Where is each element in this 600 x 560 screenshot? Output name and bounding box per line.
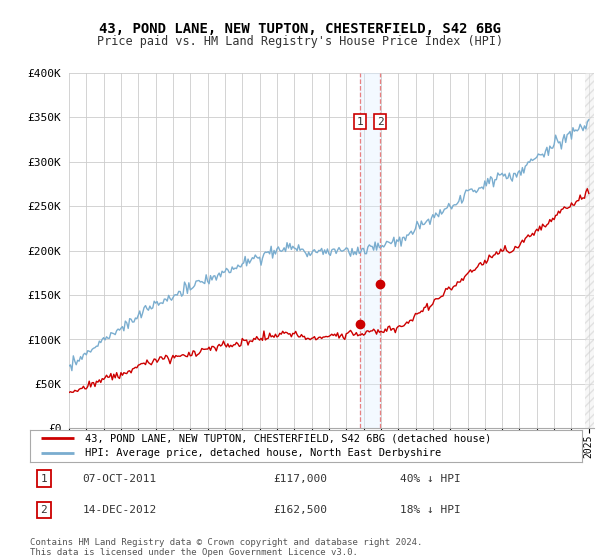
Text: 14-DEC-2012: 14-DEC-2012 [82, 505, 157, 515]
Text: 07-OCT-2011: 07-OCT-2011 [82, 474, 157, 484]
Text: 43, POND LANE, NEW TUPTON, CHESTERFIELD, S42 6BG (detached house): 43, POND LANE, NEW TUPTON, CHESTERFIELD,… [85, 433, 491, 444]
Text: £162,500: £162,500 [273, 505, 327, 515]
Text: Contains HM Land Registry data © Crown copyright and database right 2024.
This d: Contains HM Land Registry data © Crown c… [30, 538, 422, 557]
Text: 1: 1 [40, 474, 47, 484]
Text: 2: 2 [377, 116, 383, 127]
Text: 2: 2 [40, 505, 47, 515]
Text: 40% ↓ HPI: 40% ↓ HPI [400, 474, 461, 484]
Bar [360, 73, 380, 428]
Text: Price paid vs. HM Land Registry's House Price Index (HPI): Price paid vs. HM Land Registry's House … [97, 35, 503, 48]
Text: 43, POND LANE, NEW TUPTON, CHESTERFIELD, S42 6BG: 43, POND LANE, NEW TUPTON, CHESTERFIELD,… [99, 22, 501, 36]
Text: £117,000: £117,000 [273, 474, 327, 484]
Text: 1: 1 [356, 116, 363, 127]
Text: HPI: Average price, detached house, North East Derbyshire: HPI: Average price, detached house, Nort… [85, 448, 442, 458]
Text: 18% ↓ HPI: 18% ↓ HPI [400, 505, 461, 515]
